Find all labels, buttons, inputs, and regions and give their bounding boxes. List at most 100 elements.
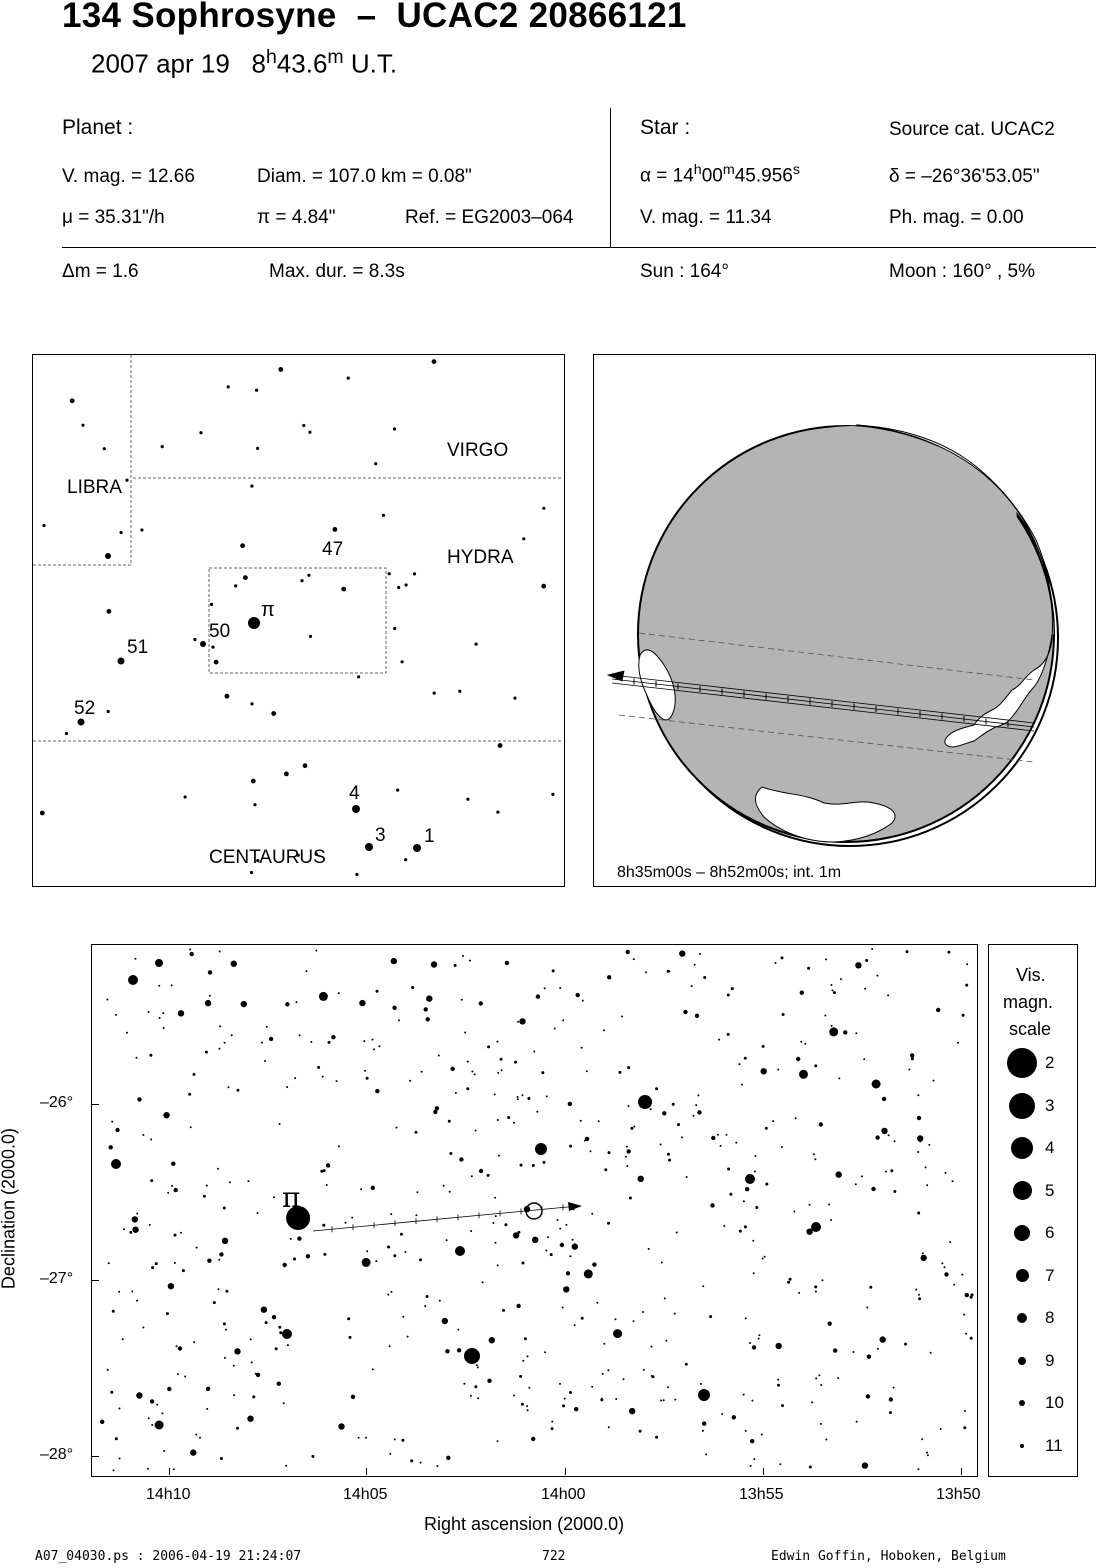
chart-star: [965, 983, 969, 987]
chart-star: [662, 1111, 667, 1116]
chart-star: [493, 1093, 496, 1096]
chart-star: [195, 1433, 198, 1436]
chart-star: [641, 1311, 644, 1313]
planet-parallax: π = 4.84": [257, 207, 336, 228]
chart-star: [559, 1242, 565, 1248]
chart-star: [966, 963, 969, 966]
chart-star: [180, 1231, 182, 1234]
chart-star: [337, 992, 340, 995]
finder-star: [308, 430, 312, 434]
chart-star: [943, 1266, 946, 1269]
scale-label-10: 10: [1045, 1393, 1064, 1412]
chart-star: [487, 1045, 491, 1049]
chart-star: [158, 984, 161, 987]
chart-star: [315, 949, 318, 952]
chart-star: [695, 1104, 698, 1107]
chart-star: [526, 1409, 529, 1412]
chart-star: [167, 1191, 170, 1194]
chart-star: [268, 1036, 274, 1042]
chart-star: [255, 1372, 261, 1378]
title-separator: –: [356, 0, 377, 35]
chart-star: [627, 1066, 631, 1070]
chart-star: [573, 1324, 576, 1327]
chart-star: [473, 1073, 476, 1076]
chart-star: [454, 1092, 457, 1094]
finder-star: [474, 642, 478, 646]
chart-star: [375, 1088, 380, 1094]
chart-star: [395, 1126, 398, 1129]
finder-star: [357, 675, 361, 679]
chart-star: [310, 1041, 313, 1043]
chart-star: [944, 1171, 947, 1174]
chart-star: [512, 1394, 515, 1397]
chart-star: [351, 1216, 354, 1219]
chart-star: [820, 1384, 823, 1386]
chart-star: [545, 1249, 548, 1252]
chart-star: [459, 1157, 464, 1162]
chart-star: [589, 1150, 592, 1153]
chart-star: [709, 1315, 713, 1319]
star-chart: π: [91, 944, 978, 1477]
constellation-virgo: VIRGO: [447, 440, 509, 461]
star-vmag: V. mag. = 11.34: [640, 207, 772, 228]
chart-star: [325, 1163, 331, 1168]
chart-star: [320, 1169, 324, 1173]
chart-star: [172, 1468, 175, 1471]
chart-star: [579, 1119, 582, 1122]
chart-star: [206, 1407, 209, 1410]
chart-star: [453, 963, 457, 967]
bright-star: [638, 1095, 652, 1109]
finder-star: [102, 447, 106, 451]
chart-star: [949, 1241, 952, 1244]
chart-star: [232, 1364, 235, 1367]
chart-star: [675, 1231, 678, 1234]
chart-star: [533, 1050, 536, 1053]
chart-star: [441, 1317, 448, 1325]
finder-star: [224, 693, 230, 699]
chart-star: [876, 974, 879, 977]
chart-star: [830, 1024, 833, 1027]
chart-star: [742, 1393, 745, 1396]
chart-star: [477, 1397, 480, 1400]
finder-star-field: [39, 359, 555, 877]
chart-star: [423, 1007, 428, 1012]
chart-star: [190, 1449, 197, 1456]
chart-star: [674, 1398, 677, 1401]
chart-star: [781, 1404, 784, 1408]
bright-star: [535, 1143, 547, 1155]
chart-star: [147, 1010, 150, 1013]
chart-star: [702, 1285, 705, 1288]
chart-star: [212, 1301, 216, 1305]
chart-star: [360, 1188, 363, 1191]
chart-star: [941, 1262, 944, 1265]
star-label-1: 1: [424, 826, 435, 847]
chart-star: [221, 1237, 229, 1244]
chart-star: [469, 1394, 472, 1397]
chart-star: [274, 1347, 278, 1351]
chart-star: [526, 1355, 529, 1358]
chart-star: [758, 1334, 761, 1337]
star-source: Source cat. UCAC2: [889, 119, 1055, 140]
chart-star: [173, 1187, 178, 1193]
finder-star: [393, 626, 397, 631]
chart-star: [527, 1097, 531, 1100]
chart-star: [633, 1125, 636, 1128]
chart-star: [833, 1348, 838, 1353]
chart-star: [855, 1420, 858, 1423]
chart-star: [607, 1151, 611, 1155]
finder-star: [105, 553, 111, 559]
chart-star: [718, 1038, 721, 1041]
chart-star: [118, 1290, 121, 1293]
chart-star: [961, 1273, 964, 1276]
chart-star: [562, 1019, 565, 1022]
chart-star: [668, 970, 671, 973]
finder-star: [396, 788, 400, 792]
chart-star: [865, 1394, 871, 1399]
chart-star: [760, 1433, 763, 1436]
chart-star: [504, 1223, 508, 1227]
chart-star: [150, 1138, 153, 1141]
chart-star: [738, 1229, 742, 1233]
chart-star: [731, 1415, 736, 1420]
chart-star: [726, 993, 730, 997]
finder-star: [199, 431, 203, 435]
